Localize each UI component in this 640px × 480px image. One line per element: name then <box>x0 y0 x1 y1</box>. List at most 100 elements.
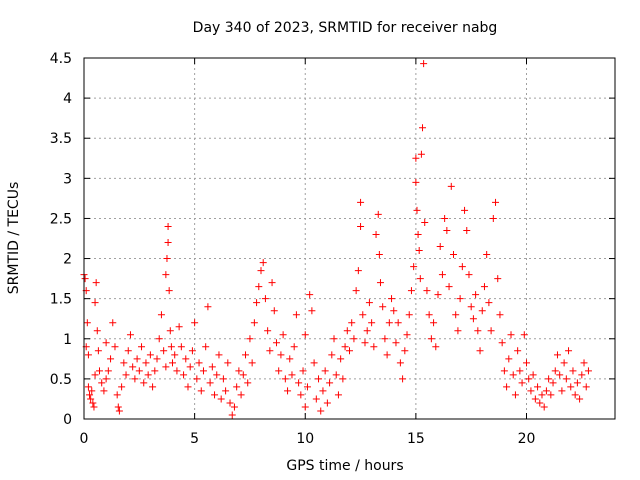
data-point <box>507 331 515 339</box>
data-point <box>388 295 396 303</box>
data-point <box>303 383 311 391</box>
data-point <box>425 311 433 319</box>
data-point <box>88 387 96 395</box>
data-point <box>222 387 230 395</box>
data-point <box>286 355 294 363</box>
data-point <box>319 387 327 395</box>
data-point <box>93 327 101 335</box>
data-point <box>153 355 161 363</box>
data-point <box>534 383 542 391</box>
data-point <box>405 311 413 319</box>
data-point <box>567 383 575 391</box>
data-point <box>246 335 254 343</box>
data-point <box>84 383 92 391</box>
data-point <box>164 222 172 230</box>
data-point <box>443 226 451 234</box>
data-point <box>257 267 265 275</box>
data-point <box>376 279 384 287</box>
data-point <box>456 295 464 303</box>
data-point <box>449 251 457 259</box>
data-point <box>412 178 420 186</box>
data-point <box>91 299 99 307</box>
data-point <box>452 311 460 319</box>
data-point <box>131 375 139 383</box>
data-point <box>87 395 95 403</box>
data-point <box>100 387 108 395</box>
data-point <box>359 311 367 319</box>
data-point <box>115 407 123 415</box>
data-point <box>255 283 263 291</box>
data-point <box>489 214 497 222</box>
data-point <box>186 363 194 371</box>
chart-title: Day 340 of 2023, SRMTID for receiver nab… <box>193 20 498 36</box>
data-point <box>348 319 356 327</box>
data-point <box>91 371 99 379</box>
data-point <box>474 327 482 335</box>
data-point <box>217 395 225 403</box>
data-point <box>250 319 258 327</box>
data-point <box>266 347 274 355</box>
data-point <box>239 371 247 379</box>
data-point <box>219 375 227 383</box>
data-point <box>95 367 103 375</box>
data-point <box>478 307 486 315</box>
data-point <box>237 391 245 399</box>
data-point <box>83 319 91 327</box>
data-point <box>412 154 420 162</box>
data-point <box>343 327 351 335</box>
data-point <box>379 303 387 311</box>
data-point <box>518 379 526 387</box>
data-point <box>461 206 469 214</box>
data-point <box>447 182 455 190</box>
data-point <box>505 355 513 363</box>
data-point <box>90 403 98 411</box>
data-point <box>576 395 584 403</box>
y-axis-label: SRMTID / TECUs <box>6 182 22 295</box>
data-point <box>500 367 508 375</box>
data-point <box>94 347 102 355</box>
data-point <box>165 287 173 295</box>
data-point <box>244 379 252 387</box>
data-point <box>370 343 378 351</box>
data-point <box>197 387 205 395</box>
data-point <box>102 339 110 347</box>
data-point <box>295 379 303 387</box>
data-point <box>476 347 484 355</box>
data-point <box>330 335 338 343</box>
data-point <box>547 391 555 399</box>
data-point <box>306 291 314 299</box>
data-point <box>494 275 502 283</box>
data-point <box>413 206 421 214</box>
data-point <box>118 383 126 391</box>
data-point <box>166 327 174 335</box>
data-point <box>399 375 407 383</box>
data-point <box>124 347 132 355</box>
data-point <box>438 271 446 279</box>
data-point <box>346 347 353 355</box>
data-point <box>531 395 539 403</box>
data-point <box>365 299 373 307</box>
data-point <box>169 359 176 367</box>
data-point <box>392 339 400 347</box>
data-point <box>467 303 475 311</box>
data-point <box>556 371 564 379</box>
data-point <box>126 331 134 339</box>
data-point <box>279 331 287 339</box>
data-point <box>401 347 409 355</box>
data-point <box>224 359 232 367</box>
data-point <box>162 271 170 279</box>
data-point <box>226 399 234 407</box>
data-point <box>188 347 196 355</box>
data-point <box>310 359 318 367</box>
data-point <box>390 307 398 315</box>
x-tick-label: 15 <box>407 431 425 447</box>
data-point <box>89 399 97 407</box>
data-point <box>427 335 435 343</box>
data-point <box>215 351 223 359</box>
data-point <box>492 198 500 206</box>
data-point <box>430 319 438 327</box>
data-point <box>195 359 203 367</box>
y-tick-label: 2 <box>63 252 72 268</box>
data-point <box>396 359 404 367</box>
data-point <box>407 287 415 295</box>
